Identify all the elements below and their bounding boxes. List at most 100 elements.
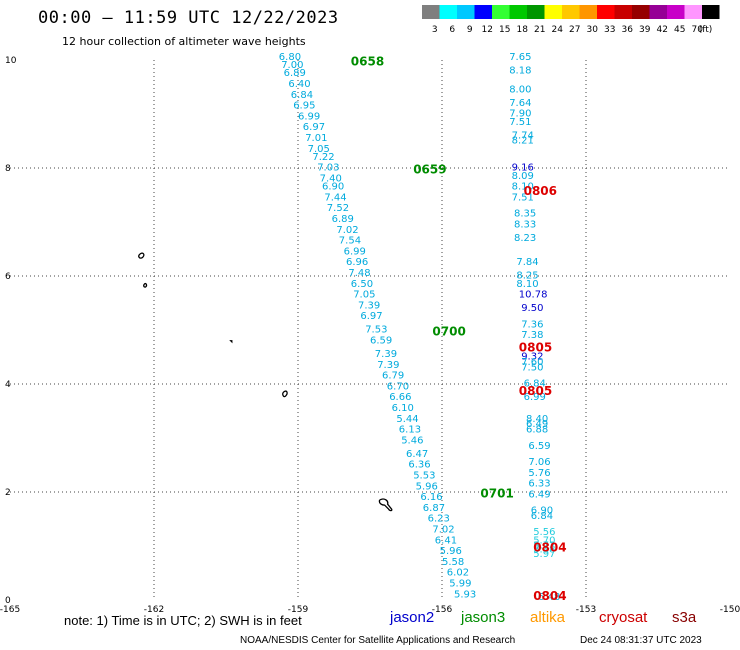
wave-height-label: 7.52 <box>327 203 349 214</box>
agency-credit: NOAA/NESDIS Center for Satellite Applica… <box>240 635 516 646</box>
wave-height-label: 6.88 <box>526 425 548 436</box>
wave-height-label: 5.99 <box>449 579 471 590</box>
wave-height-label: 5.96 <box>416 481 438 492</box>
wave-height-label: 5.96 <box>440 546 462 557</box>
colorbar-swatch <box>667 5 685 19</box>
wave-height-label: 6.48 <box>538 592 560 603</box>
pass-time-label: 0804 <box>533 540 566 554</box>
x-tick-label: -162 <box>144 605 164 615</box>
wave-height-label: 8.00 <box>509 84 531 95</box>
wave-height-label: 6.90 <box>322 182 344 193</box>
wave-height-label: 6.99 <box>344 246 366 257</box>
island-outline <box>282 390 288 398</box>
wave-height-label: 7.74 <box>512 130 534 141</box>
wave-height-label: 6.50 <box>351 279 373 290</box>
colorbar-label: 27 <box>569 25 580 35</box>
wave-height-label: 7.36 <box>521 319 543 330</box>
pass-time-label: 0700 <box>432 324 465 338</box>
wave-height-label: 5.93 <box>454 589 476 600</box>
wave-height-label: 5.97 <box>533 549 555 560</box>
wave-height-label: 7.84 <box>516 257 538 268</box>
wave-height-label: 7.39 <box>377 360 399 371</box>
wave-height-label: 7.39 <box>375 349 397 360</box>
colorbar-swatch <box>702 5 720 19</box>
colorbar-label: 6 <box>449 25 455 35</box>
wave-height-label: 6.80 <box>279 52 301 63</box>
wave-height-label: 8.21 <box>512 136 534 147</box>
y-tick-label: 2 <box>5 488 11 498</box>
legend-jason3: jason3 <box>461 609 506 626</box>
colorbar-label: 42 <box>657 25 668 35</box>
wave-height-label: 7.03 <box>317 163 339 174</box>
y-tick-label: 10 <box>5 56 17 66</box>
wave-height-label: 8.10 <box>516 279 538 290</box>
wave-height-label: 6.90 <box>531 506 553 517</box>
colorbar-swatch <box>457 5 475 19</box>
island-outline <box>378 498 393 512</box>
wave-height-label: 8.23 <box>514 233 536 244</box>
wave-height-label: 7.90 <box>509 109 531 120</box>
x-tick-label: -150 <box>720 605 740 615</box>
wave-height-label: 6.89 <box>284 68 306 79</box>
wave-height-label: 6.97 <box>303 122 325 133</box>
wave-height-label: 6.84 <box>531 511 553 522</box>
colorbar-label: 70 <box>692 25 704 35</box>
wave-height-label: 7.48 <box>348 268 370 279</box>
wave-height-label: 8.25 <box>516 271 538 282</box>
legend-altika: altika <box>530 609 566 626</box>
wave-height-label: 6.36 <box>408 460 430 471</box>
wave-height-label: 6.79 <box>382 371 404 382</box>
colorbar-swatch <box>422 5 440 19</box>
legend-cryosat: cryosat <box>599 609 648 626</box>
wave-height-label: 7.39 <box>358 300 380 311</box>
colorbar-swatch <box>614 5 632 19</box>
legend-s3a: s3a <box>672 609 697 626</box>
wave-height-label: 8.40 <box>526 414 548 425</box>
colorbar-label: 39 <box>639 25 651 35</box>
y-tick-label: 6 <box>5 272 11 282</box>
pass-time-label: 0804 <box>533 589 566 603</box>
colorbar-label: 9 <box>467 25 473 35</box>
pass-time-label: 0659 <box>413 162 446 176</box>
wave-height-label: 5.58 <box>442 557 464 568</box>
page-subtitle: 12 hour collection of altimeter wave hei… <box>62 35 306 48</box>
wave-height-label: 6.41 <box>435 535 457 546</box>
wave-height-label: 5.72 <box>533 541 555 552</box>
wave-height-label: 7.44 <box>324 192 346 203</box>
colorbar-swatch <box>474 5 492 19</box>
colorbar-swatch <box>597 5 615 19</box>
wave-height-label: 9.50 <box>521 303 543 314</box>
wave-height-label: 7.01 <box>305 133 327 144</box>
x-tick-label: -165 <box>0 605 20 615</box>
colorbar-label: 15 <box>499 25 510 35</box>
wave-height-label: 7.05 <box>308 144 330 155</box>
colorbar-swatch <box>562 5 580 19</box>
x-tick-label: -156 <box>432 605 453 615</box>
wave-height-label: 6.49 <box>526 419 548 430</box>
x-tick-label: -159 <box>288 605 309 615</box>
colorbar-swatch <box>544 5 562 19</box>
wave-height-label: 7.06 <box>528 457 550 468</box>
wave-height-label: 9.16 <box>512 163 534 174</box>
wave-height-label: 6.23 <box>428 514 450 525</box>
wave-height-label: 7.65 <box>509 52 531 63</box>
x-tick-label: -153 <box>576 605 596 615</box>
y-tick-label: 8 <box>5 164 11 174</box>
island-outline <box>143 282 148 288</box>
wave-height-label: 7.51 <box>512 192 534 203</box>
wave-height-label: 6.02 <box>447 568 469 579</box>
colorbar-label: 24 <box>552 25 564 35</box>
wave-height-label: 6.84 <box>291 90 313 101</box>
wave-height-label: 9.32 <box>521 352 543 363</box>
wave-height-label: 5.46 <box>401 435 423 446</box>
page-title: 00:00 – 11:59 UTC 12/22/2023 <box>38 8 339 28</box>
pass-time-label: 0806 <box>524 184 557 198</box>
wave-height-label: 7.60 <box>521 357 543 368</box>
pass-time-label: 0701 <box>480 486 513 500</box>
wave-height-label: 6.96 <box>346 257 368 268</box>
colorbar-swatch <box>492 5 510 19</box>
wave-height-label: 7.22 <box>312 152 334 163</box>
colorbar-swatch <box>684 5 702 19</box>
wave-height-label: 6.70 <box>387 381 409 392</box>
wave-height-label: 7.50 <box>521 363 543 374</box>
